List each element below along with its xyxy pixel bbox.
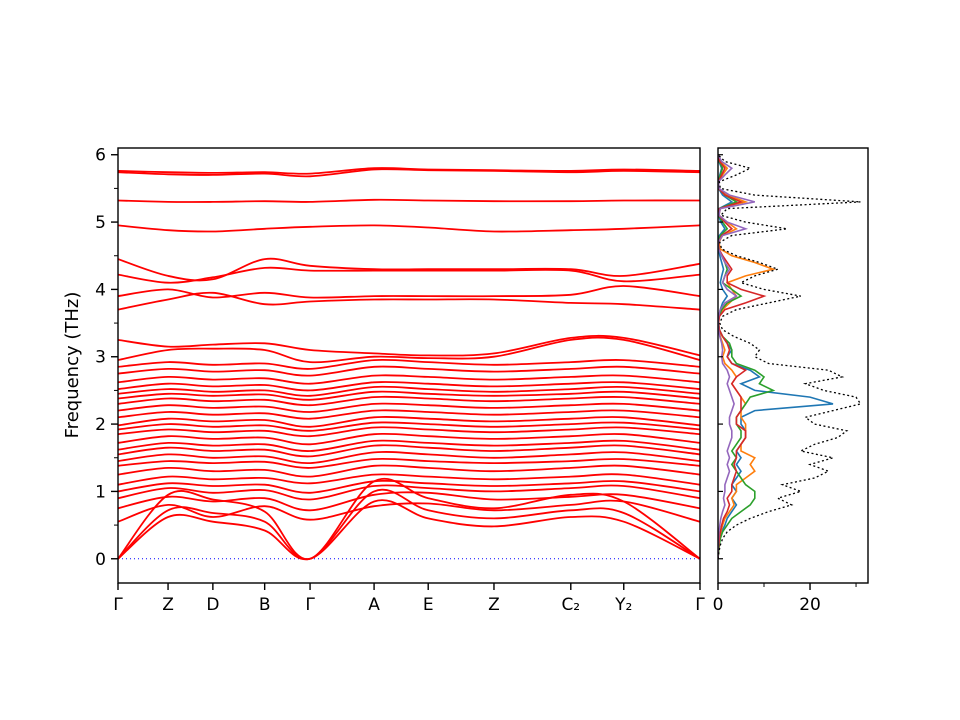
phonon-band xyxy=(118,334,700,357)
phonon-band xyxy=(118,224,700,233)
phonon-band xyxy=(118,336,700,364)
phonon-band xyxy=(118,402,700,413)
kpath-label: Γ xyxy=(695,595,705,615)
phonon-band xyxy=(118,432,700,446)
dos-panel-frame xyxy=(717,147,869,584)
kpath-label: D xyxy=(206,595,219,615)
band-panel-frame xyxy=(117,147,701,584)
kpath-label: Γ xyxy=(113,595,123,615)
phonon-band xyxy=(118,167,700,175)
kpath-label: A xyxy=(368,595,380,615)
phonon-band xyxy=(118,439,700,452)
dos-x-tick-label: 0 xyxy=(713,595,724,615)
phonon-band xyxy=(118,168,700,178)
dos-partial-curve-pdos-1 xyxy=(718,154,834,559)
phonon-band xyxy=(118,285,700,299)
phonon-band xyxy=(118,365,700,377)
y-axis-label: Frequency (THz) xyxy=(62,292,83,439)
phonon-band xyxy=(118,395,700,407)
phonon-band xyxy=(118,198,700,203)
phonon-band xyxy=(118,457,700,469)
kpath-label: Y₂ xyxy=(614,595,632,615)
dos-partial-curve-pdos-4 xyxy=(718,154,767,559)
phonon-band xyxy=(118,473,700,486)
y-tick-label: 3 xyxy=(95,348,106,368)
phonon-band xyxy=(118,499,700,561)
band-curves-group xyxy=(118,167,700,561)
phonon-band xyxy=(118,464,700,478)
kpath-label: C₂ xyxy=(561,595,580,615)
phonon-band xyxy=(118,451,700,465)
dos-x-tick-label: 20 xyxy=(799,595,821,615)
y-tick-label: 6 xyxy=(95,146,106,166)
y-tick-label: 0 xyxy=(95,550,106,570)
kpath-label: Γ xyxy=(305,595,315,615)
phonon-band xyxy=(118,479,700,494)
phonon-band xyxy=(118,484,700,501)
dos-curves-group xyxy=(718,154,862,559)
phonon-band xyxy=(118,444,700,458)
phonon-band xyxy=(118,358,700,370)
y-tick-label: 4 xyxy=(95,280,106,300)
phonon-band xyxy=(118,415,700,428)
y-tick-label: 5 xyxy=(95,213,106,233)
y-tick-label: 2 xyxy=(95,415,106,435)
kpath-label: Z xyxy=(488,595,500,615)
phonon-band xyxy=(118,374,700,385)
kpath-label: E xyxy=(423,595,434,615)
dos-partial-curve-pdos-5 xyxy=(718,154,756,559)
phonon-band xyxy=(118,257,700,282)
phonon-band xyxy=(118,381,700,392)
phonon-band xyxy=(118,421,700,432)
phonon-band xyxy=(118,491,700,512)
phonon-band xyxy=(118,385,700,397)
dos-total-curve xyxy=(718,154,862,559)
phonon-band xyxy=(118,266,700,284)
kpath-label: Z xyxy=(162,595,174,615)
phonon-band xyxy=(118,499,700,523)
axes-layer xyxy=(111,147,869,590)
phonon-band xyxy=(118,390,700,401)
phonon-band xyxy=(118,426,700,438)
y-tick-label: 1 xyxy=(95,482,106,502)
phonon-band xyxy=(118,488,700,560)
kpath-label: B xyxy=(259,595,271,615)
phonon-band xyxy=(118,409,700,420)
phonon-band xyxy=(118,291,700,311)
